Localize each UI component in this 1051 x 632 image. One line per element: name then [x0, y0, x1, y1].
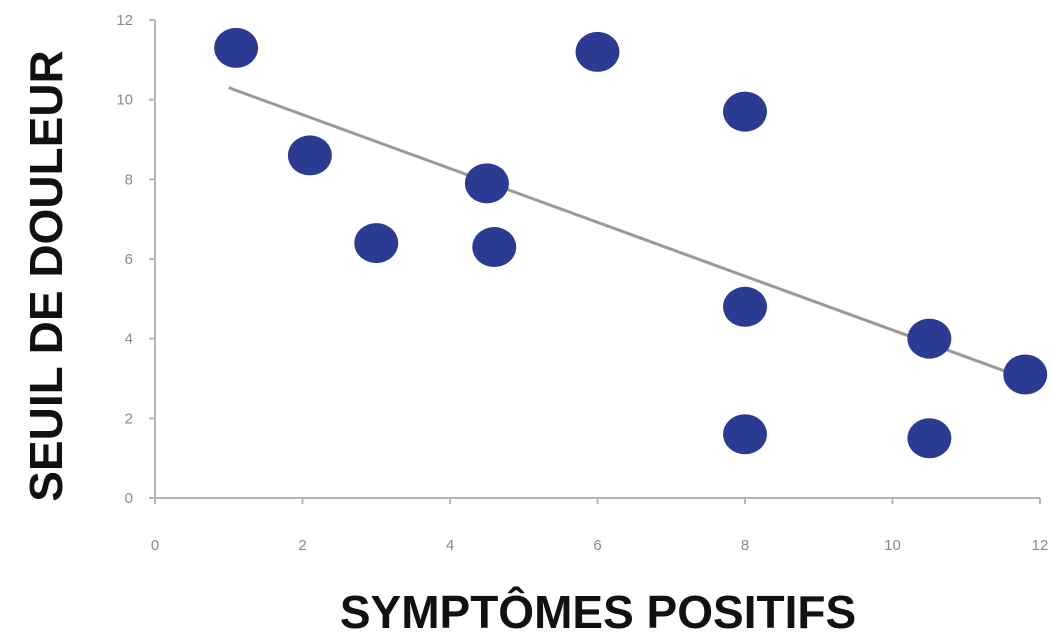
data-point [464, 163, 509, 204]
y-axis-title: SEUIL DE DOULEUR [20, 50, 72, 502]
data-point [1003, 354, 1048, 395]
data-point [907, 418, 952, 459]
y-tick-label: 6 [125, 251, 133, 268]
data-point [723, 286, 767, 327]
y-tick-label: 8 [125, 171, 133, 188]
trendline [228, 86, 1026, 380]
x-tick-label: 0 [151, 537, 159, 554]
data-point [354, 223, 399, 264]
x-tick-label: 10 [884, 537, 901, 554]
x-axis-title: SYMPTÔMES POSITIFS [340, 586, 856, 632]
y-tick-label: 0 [125, 490, 133, 507]
x-tick-label: 4 [446, 537, 454, 554]
data-point [214, 27, 259, 68]
data-point [287, 135, 332, 176]
data-points [214, 27, 1048, 459]
x-tick-label: 8 [741, 537, 749, 554]
data-point [723, 91, 767, 132]
y-tick-label: 2 [125, 410, 133, 427]
y-tick-label: 12 [116, 12, 133, 29]
y-tick-label: 4 [125, 331, 133, 348]
x-tick-label: 2 [298, 537, 306, 554]
x-tick-label: 6 [593, 537, 601, 554]
data-point [472, 227, 517, 268]
data-point [723, 414, 767, 455]
x-tick-label: 12 [1032, 537, 1049, 554]
data-point [575, 31, 620, 72]
trendline-group [228, 86, 1026, 380]
data-point [907, 318, 952, 359]
axes: 0 2 4 6 8 10 12 0 2 4 6 8 10 12 [116, 12, 1048, 554]
y-tick-label: 10 [116, 92, 133, 109]
